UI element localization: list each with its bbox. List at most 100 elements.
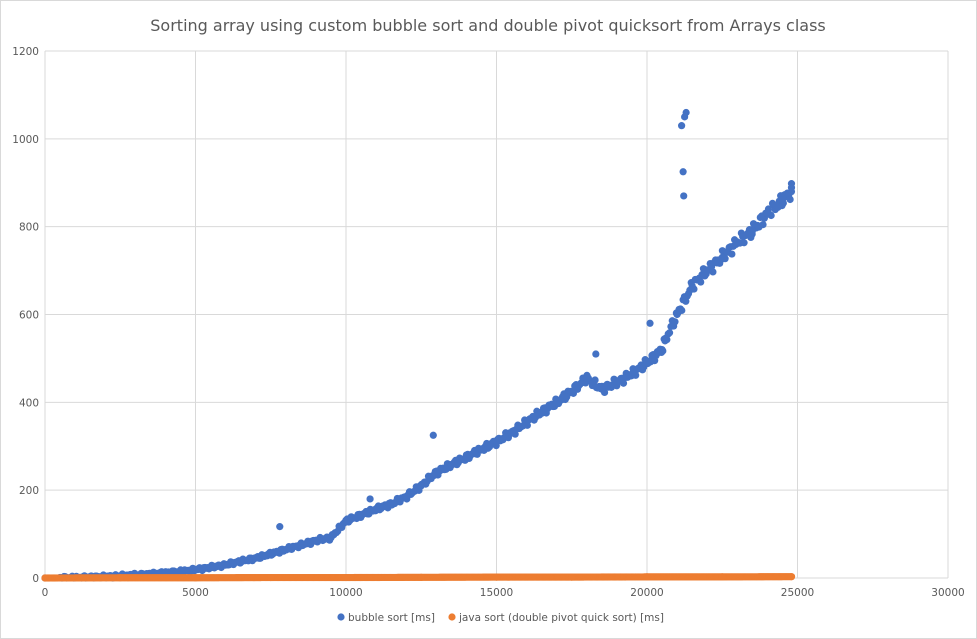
bubble-sort-point <box>297 541 305 549</box>
bubble-sort-point <box>312 537 320 545</box>
bubble-sort-point <box>507 429 516 437</box>
bubble-sort-point <box>671 318 679 326</box>
bubble-sort-point <box>176 567 185 576</box>
y-tick-label: 0 <box>32 573 39 585</box>
bubble-sort-point <box>553 398 561 406</box>
bubble-sort-point <box>628 370 636 378</box>
bubble-sort-point <box>697 278 705 286</box>
bubble-sort-point <box>613 378 621 387</box>
x-tick-label: 15000 <box>480 587 513 599</box>
legend-marker <box>448 613 456 621</box>
bubble-sort-point <box>591 376 599 384</box>
bubble-sort-point <box>748 227 756 235</box>
bubble-sort-point <box>538 408 546 416</box>
bubble-sort-point <box>786 195 794 204</box>
bubble-sort-point <box>429 431 437 439</box>
bubble-sort-point <box>366 495 374 503</box>
bubble-sort-point <box>276 523 284 531</box>
bubble-sort-point <box>787 187 796 196</box>
x-tick-label: 0 <box>42 587 49 599</box>
bubble-sort-point <box>417 482 425 490</box>
x-tick-label: 20000 <box>630 587 663 599</box>
bubble-sort-point <box>206 563 215 572</box>
bubble-sort-point <box>568 387 576 395</box>
bubble-sort-point <box>191 566 200 574</box>
x-tick-label: 30000 <box>931 587 964 599</box>
bubble-sort-point <box>682 108 690 117</box>
bubble-sort-point <box>592 350 600 358</box>
bubble-sort-point <box>733 238 741 246</box>
legend-marker <box>337 613 345 621</box>
java-sort-point <box>787 573 796 581</box>
bubble-sort-point <box>658 346 666 354</box>
bubble-sort-point <box>778 196 787 204</box>
x-tick-label: 5000 <box>182 587 209 599</box>
bubble-sort-point <box>688 282 696 290</box>
y-tick-label: 200 <box>19 485 39 497</box>
data-points <box>41 108 796 582</box>
gridlines <box>44 50 949 579</box>
bubble-sort-point <box>678 122 686 130</box>
bubble-sort-point <box>583 374 591 382</box>
x-tick-label: 25000 <box>781 587 814 599</box>
bubble-sort-point <box>447 461 455 469</box>
bubble-sort-point <box>372 505 380 513</box>
java-sort-point <box>492 573 501 581</box>
bubble-sort-point <box>661 337 669 345</box>
x-tick-label: 10000 <box>329 587 362 599</box>
bubble-sort-point <box>680 192 688 200</box>
bubble-sort-point <box>763 209 772 218</box>
bubble-sort-point <box>619 379 628 387</box>
java-sort-point <box>568 573 576 581</box>
java-sort-point <box>41 574 49 582</box>
y-tick-label: 600 <box>19 310 39 322</box>
y-tick-label: 800 <box>19 222 39 234</box>
java-sort-point <box>643 573 651 581</box>
bubble-sort-point <box>678 306 686 315</box>
bubble-sort-point <box>598 385 606 393</box>
bubble-sort-point <box>282 545 290 554</box>
legend-label: bubble sort [ms] <box>348 612 435 624</box>
bubble-sort-point <box>646 319 654 327</box>
bubble-sort-point <box>462 453 470 461</box>
axes: 0 200 400 600 800 1000 1200 0 5000 10000 15000 2000… <box>12 46 964 599</box>
bubble-sort-point <box>718 253 726 262</box>
bubble-sort-point <box>477 445 486 453</box>
y-tick-label: 400 <box>19 397 39 409</box>
legend-label: java sort (double pivot quick sort) [ms] <box>458 612 664 624</box>
y-tick-label: 1000 <box>12 134 39 146</box>
bubble-sort-point <box>432 469 440 477</box>
bubble-sort-point <box>665 329 674 337</box>
series-bubble-sort <box>41 108 796 582</box>
bubble-sort-point <box>357 511 365 519</box>
bubble-sort-point <box>222 561 230 569</box>
java-sort-point <box>718 573 726 581</box>
chart-title: Sorting array using custom bubble sort a… <box>150 16 825 35</box>
java-sort-point <box>417 573 425 581</box>
bubble-sort-point <box>523 418 531 426</box>
java-sort-point <box>342 573 350 582</box>
y-tick-label: 1200 <box>12 46 39 58</box>
bubble-sort-point <box>728 250 736 258</box>
java-sort-point <box>267 573 275 582</box>
java-sort-point <box>191 574 200 582</box>
bubble-sort-point <box>787 180 796 188</box>
bubble-sort-point <box>740 239 748 247</box>
bubble-sort-point <box>643 359 651 367</box>
bubble-sort-point <box>709 268 717 276</box>
bubble-sort-point <box>342 517 350 525</box>
bubble-sort-point <box>237 557 245 565</box>
series-java-sort <box>41 573 796 582</box>
bubble-sort-point <box>402 493 410 501</box>
bubble-sort-point <box>673 310 681 319</box>
legend: bubble sort [ms] java sort (double pivot … <box>337 612 664 624</box>
bubble-sort-point <box>703 266 711 275</box>
bubble-sort-point <box>759 220 767 229</box>
bubble-sort-point <box>252 554 260 562</box>
bubble-sort-point <box>267 550 275 558</box>
bubble-sort-point <box>492 438 501 446</box>
bubble-sort-point <box>679 168 687 176</box>
bubble-sort-point <box>327 533 335 542</box>
